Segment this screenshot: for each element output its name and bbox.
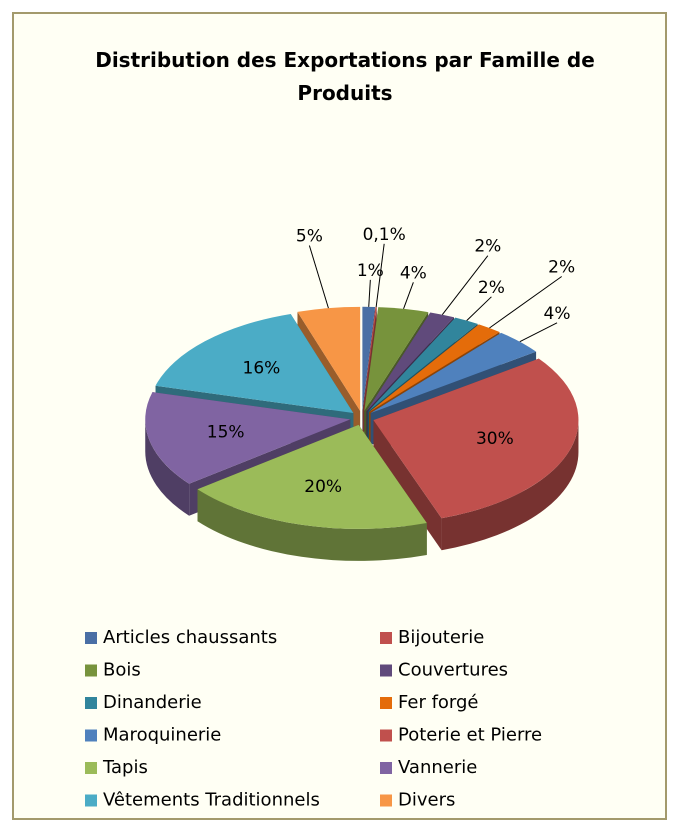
leader-line	[489, 276, 562, 329]
legend-swatch	[85, 729, 97, 742]
data-label: 0,1%	[363, 225, 406, 245]
leader-line	[368, 279, 371, 307]
legend-label: Articles chaussants	[103, 627, 277, 648]
slice-wall	[145, 419, 190, 516]
legend-swatch	[380, 762, 392, 774]
legend-swatch	[85, 632, 97, 644]
legend-label: Poterie et Pierre	[398, 725, 542, 746]
data-label: 15%	[207, 422, 245, 442]
legend-swatch	[380, 794, 392, 807]
slice-top	[373, 358, 579, 519]
data-label: 4%	[544, 304, 571, 324]
legend-label: Fer forgé	[398, 692, 479, 713]
legend-swatch	[380, 664, 392, 677]
legend-label: Divers	[398, 790, 455, 811]
leader-line	[403, 282, 414, 310]
leader-line	[519, 322, 558, 343]
legend-label: Bijouterie	[398, 627, 484, 648]
slice-top	[197, 424, 427, 529]
legend-label: Vêtements Traditionnels	[103, 790, 320, 811]
slice-top	[369, 324, 500, 413]
slice-top	[370, 332, 537, 414]
legend-swatch	[85, 697, 97, 709]
data-label: 1%	[357, 261, 384, 281]
leader-line	[308, 245, 329, 309]
data-label: 2%	[474, 237, 501, 257]
legend-label: Maroquinerie	[103, 725, 221, 746]
data-label: 30%	[476, 429, 514, 449]
legend-swatch	[85, 664, 97, 677]
leader-line	[375, 243, 385, 308]
slice-top	[362, 307, 377, 411]
slice-top	[362, 306, 376, 411]
data-label: 16%	[243, 358, 281, 378]
legend-swatch	[85, 794, 97, 807]
legend-label: Bois	[103, 660, 141, 681]
slice	[373, 358, 579, 551]
slice-wall	[441, 420, 579, 551]
legend-swatch	[85, 762, 97, 774]
data-label: 4%	[400, 263, 427, 283]
data-label: 2%	[478, 278, 505, 298]
slice-top	[155, 314, 354, 414]
legend-label: Couvertures	[398, 660, 508, 681]
slice-top	[366, 312, 454, 412]
slice-top	[367, 317, 478, 412]
legend-swatch	[380, 632, 392, 644]
legend-label: Dinanderie	[103, 692, 202, 713]
leader-line	[441, 255, 489, 316]
chart-title: Distribution des Exportations par Famill…	[95, 48, 595, 105]
legend-label: Vannerie	[398, 757, 477, 778]
data-label: 5%	[296, 226, 323, 246]
legend-swatch	[380, 697, 392, 709]
data-label: 20%	[304, 477, 342, 497]
data-label: 2%	[548, 257, 575, 277]
legend-label: Tapis	[102, 757, 148, 778]
slice-top	[364, 307, 429, 411]
slice	[197, 424, 427, 561]
legend-swatch	[380, 729, 392, 742]
leader-line	[466, 296, 492, 321]
slice-top	[297, 306, 361, 411]
slice-top	[145, 392, 351, 484]
slice-wall	[197, 489, 427, 561]
slice-side	[373, 420, 442, 551]
